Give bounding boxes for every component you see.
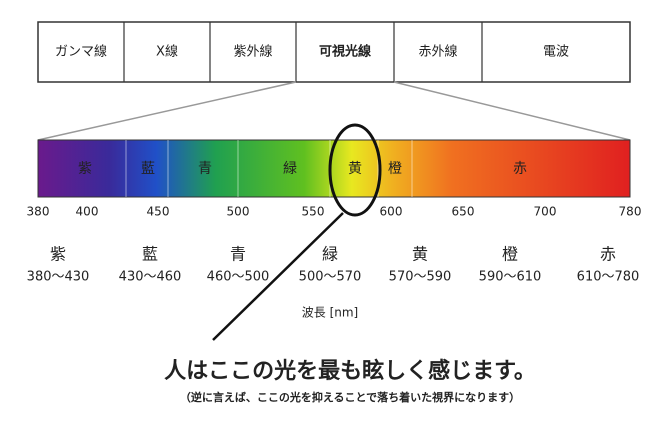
zoom-line xyxy=(37,81,297,141)
color-name: 橙 xyxy=(502,245,518,264)
band-label: 赤外線 xyxy=(418,44,457,60)
color-range: 460〜500 xyxy=(207,270,270,285)
color-name: 藍 xyxy=(142,245,158,264)
axis-tick-label: 700 xyxy=(534,205,557,219)
color-range: 500〜570 xyxy=(299,270,362,285)
band-label: ガンマ線 xyxy=(55,44,107,60)
color-range: 430〜460 xyxy=(119,270,182,285)
band-label: 電波 xyxy=(543,45,569,60)
spectrum-label: 黄 xyxy=(348,160,362,177)
headline: 人はここの光を最も眩しく感じます。 xyxy=(164,358,536,384)
spectrum-label: 藍 xyxy=(141,161,155,177)
spectrum-label: 青 xyxy=(198,161,212,177)
color-name: 紫 xyxy=(50,245,66,264)
spectrum-label: 赤 xyxy=(513,161,527,177)
color-range: 380〜430 xyxy=(27,270,90,285)
spectrum-dividers xyxy=(125,140,413,197)
color-name: 緑 xyxy=(322,245,338,264)
spectrum-label: 橙 xyxy=(388,161,402,177)
spectrum-label: 緑 xyxy=(283,161,297,177)
color-name: 赤 xyxy=(600,245,616,264)
highlight-ellipse xyxy=(328,123,382,217)
axis-tick-label: 550 xyxy=(302,205,325,219)
axis-tick-label: 380 xyxy=(27,205,50,219)
band-label: 紫外線 xyxy=(233,44,272,60)
pointer-line xyxy=(212,212,344,341)
axis-tick-label: 500 xyxy=(227,205,250,219)
spectrum-label: 紫 xyxy=(78,161,92,177)
axis-tick-label: 650 xyxy=(452,205,475,219)
axis-label: 波長 [nm] xyxy=(302,306,358,320)
zoom-line xyxy=(393,81,631,141)
color-name: 青 xyxy=(230,245,246,264)
band-dividers xyxy=(123,22,483,82)
axis-tick-label: 780 xyxy=(619,205,642,219)
note: （逆に言えば、ここの光を抑えることで落ち着いた視界になります） xyxy=(180,390,520,404)
band-label: 可視光線 xyxy=(319,44,372,60)
axis-tick-label: 450 xyxy=(147,205,170,219)
color-range: 610〜780 xyxy=(577,270,640,285)
color-range: 570〜590 xyxy=(389,270,452,285)
color-range: 590〜610 xyxy=(479,270,542,285)
band-box xyxy=(37,21,631,83)
axis-tick-label: 400 xyxy=(76,205,99,219)
band-label: X線 xyxy=(156,44,178,60)
color-name: 黄 xyxy=(412,245,428,264)
axis-tick-label: 600 xyxy=(380,205,403,219)
